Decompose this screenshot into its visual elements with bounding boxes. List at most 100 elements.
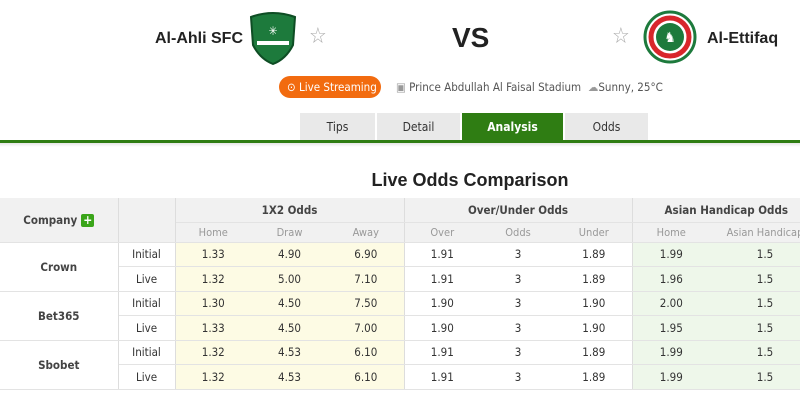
odds-value: 3 [480, 291, 557, 316]
odds-value: 4.53 [251, 340, 328, 365]
add-company-plus-icon[interactable]: + [81, 212, 95, 227]
odds-value: 7.10 [328, 266, 405, 292]
odds-type: Initial [118, 291, 176, 316]
play-icon: ⊙ [287, 80, 299, 94]
odds-value: 1.5 [710, 315, 800, 341]
subheader: Over [404, 222, 481, 243]
away-team-name[interactable]: Al-Ettifaq [707, 30, 779, 47]
odds-value: 3 [480, 266, 557, 292]
live-streaming-button[interactable]: ⊙ Live Streaming [279, 76, 381, 98]
odds-value: 1.5 [710, 242, 800, 267]
odds-value: 1.90 [404, 291, 481, 316]
odds-value: 7.00 [328, 315, 405, 341]
odds-value: 1.33 [175, 315, 251, 341]
odds-value: 1.99 [632, 364, 711, 390]
favorite-away-star-icon[interactable]: ☆ [612, 24, 630, 49]
weather-cloud-icon: ☁ [588, 80, 599, 94]
odds-value: 6.10 [328, 340, 405, 365]
weather-info: ☁Sunny, 25°C [588, 80, 663, 94]
odds-value: 1.30 [175, 291, 251, 316]
svg-text:♞: ♞ [664, 30, 675, 46]
odds-value: 1.89 [556, 242, 633, 267]
odds-value: 1.90 [556, 291, 633, 316]
odds-value: 1.33 [175, 242, 251, 267]
odds-value: 1.5 [710, 291, 800, 316]
company-name[interactable]: Sbobet [0, 340, 119, 390]
subheader: Home [175, 222, 251, 243]
odds-value: 1.5 [710, 266, 800, 292]
odds-row[interactable]: Live 1.33 4.50 7.00 1.90 3 1.90 1.95 1.5 [0, 315, 800, 341]
odds-value: 6.10 [328, 364, 405, 390]
odds-value: 1.90 [404, 315, 481, 341]
odds-row[interactable]: Live 1.32 4.53 6.10 1.91 3 1.89 1.99 1.5 [0, 364, 800, 390]
odds-value: 6.90 [328, 242, 405, 267]
subheader: Draw [251, 222, 328, 243]
odds-value: 1.91 [404, 266, 481, 292]
odds-row[interactable]: Crown Initial 1.33 4.90 6.90 1.91 3 1.89 1.99 1.5 [0, 242, 800, 292]
company-header: Company + [0, 198, 119, 243]
subheader: Home [632, 222, 711, 243]
odds-value: 1.5 [710, 364, 800, 390]
odds-value: 3 [480, 364, 557, 390]
tab-bar: Tips Detail Analysis Odds [300, 113, 648, 141]
subheader: Odds [480, 222, 557, 243]
group-asian-handicap: Asian Handicap Odds [632, 198, 800, 223]
odds-row[interactable]: Sbobet Initial 1.32 4.53 6.10 1.91 3 1.89 1.99 1.… [0, 340, 800, 390]
svg-text:✳: ✳ [268, 24, 277, 38]
home-team-name[interactable]: Al-Ahli SFC [155, 30, 243, 47]
stadium-info: ▣ Prince Abdullah Al Faisal Stadium [396, 80, 581, 94]
odds-table: Company + 1X2 Odds Over/Under Odds Asian … [0, 198, 800, 390]
odds-value: 3 [480, 315, 557, 341]
group-over-under: Over/Under Odds [404, 198, 633, 223]
odds-value: 1.95 [632, 315, 711, 341]
stadium-icon: ▣ [396, 80, 410, 94]
odds-value: 1.89 [556, 266, 633, 292]
odds-value: 4.50 [251, 291, 328, 316]
company-label: Company [23, 212, 78, 227]
odds-value: 3 [480, 242, 557, 267]
stadium-name: Prince Abdullah Al Faisal Stadium [409, 80, 582, 94]
tab-odds[interactable]: Odds [565, 113, 648, 141]
odds-value: 1.96 [632, 266, 711, 292]
subheader: Away [328, 222, 405, 243]
tab-tips[interactable]: Tips [300, 113, 375, 141]
odds-value: 1.91 [404, 242, 481, 267]
odds-row[interactable]: Bet365 Initial 1.30 4.50 7.50 1.90 3 1.90 2.00 1.… [0, 291, 800, 341]
odds-value: 1.99 [632, 242, 711, 267]
odds-type: Initial [118, 340, 176, 365]
odds-value: 1.89 [556, 364, 633, 390]
odds-value: 1.5 [710, 340, 800, 365]
odds-value: 1.32 [175, 340, 251, 365]
odds-value: 1.91 [404, 340, 481, 365]
odds-value: 1.89 [556, 340, 633, 365]
odds-value: 1.99 [632, 340, 711, 365]
odds-value: 4.90 [251, 242, 328, 267]
odds-type: Live [118, 364, 176, 390]
odds-value: 2.00 [632, 291, 711, 316]
odds-value: 3 [480, 340, 557, 365]
section-title: Live Odds Comparison [371, 170, 569, 190]
tab-analysis[interactable]: Analysis [462, 113, 563, 141]
odds-row[interactable]: Live 1.32 5.00 7.10 1.91 3 1.89 1.96 1.5 [0, 266, 800, 292]
subheader: Asian Handicap [710, 222, 800, 243]
odds-value: 1.91 [404, 364, 481, 390]
odds-value: 4.53 [251, 364, 328, 390]
tab-underline [0, 140, 800, 143]
odds-value: 4.50 [251, 315, 328, 341]
odds-value: 7.50 [328, 291, 405, 316]
tab-detail[interactable]: Detail [377, 113, 460, 141]
type-header [118, 198, 176, 243]
company-name[interactable]: Bet365 [0, 291, 119, 341]
weather-text: Sunny, 25°C [598, 80, 663, 94]
divider-shadow [0, 143, 800, 147]
group-1x2: 1X2 Odds [175, 198, 405, 223]
odds-value: 1.32 [175, 364, 251, 390]
vs-label: VS [452, 22, 490, 53]
subheader: Under [556, 222, 633, 243]
favorite-home-star-icon[interactable]: ☆ [309, 24, 327, 49]
home-team-logo: ✳ [249, 12, 297, 65]
company-name[interactable]: Crown [0, 242, 119, 292]
odds-type: Live [118, 266, 176, 292]
odds-value: 5.00 [251, 266, 328, 292]
odds-value: 1.90 [556, 315, 633, 341]
